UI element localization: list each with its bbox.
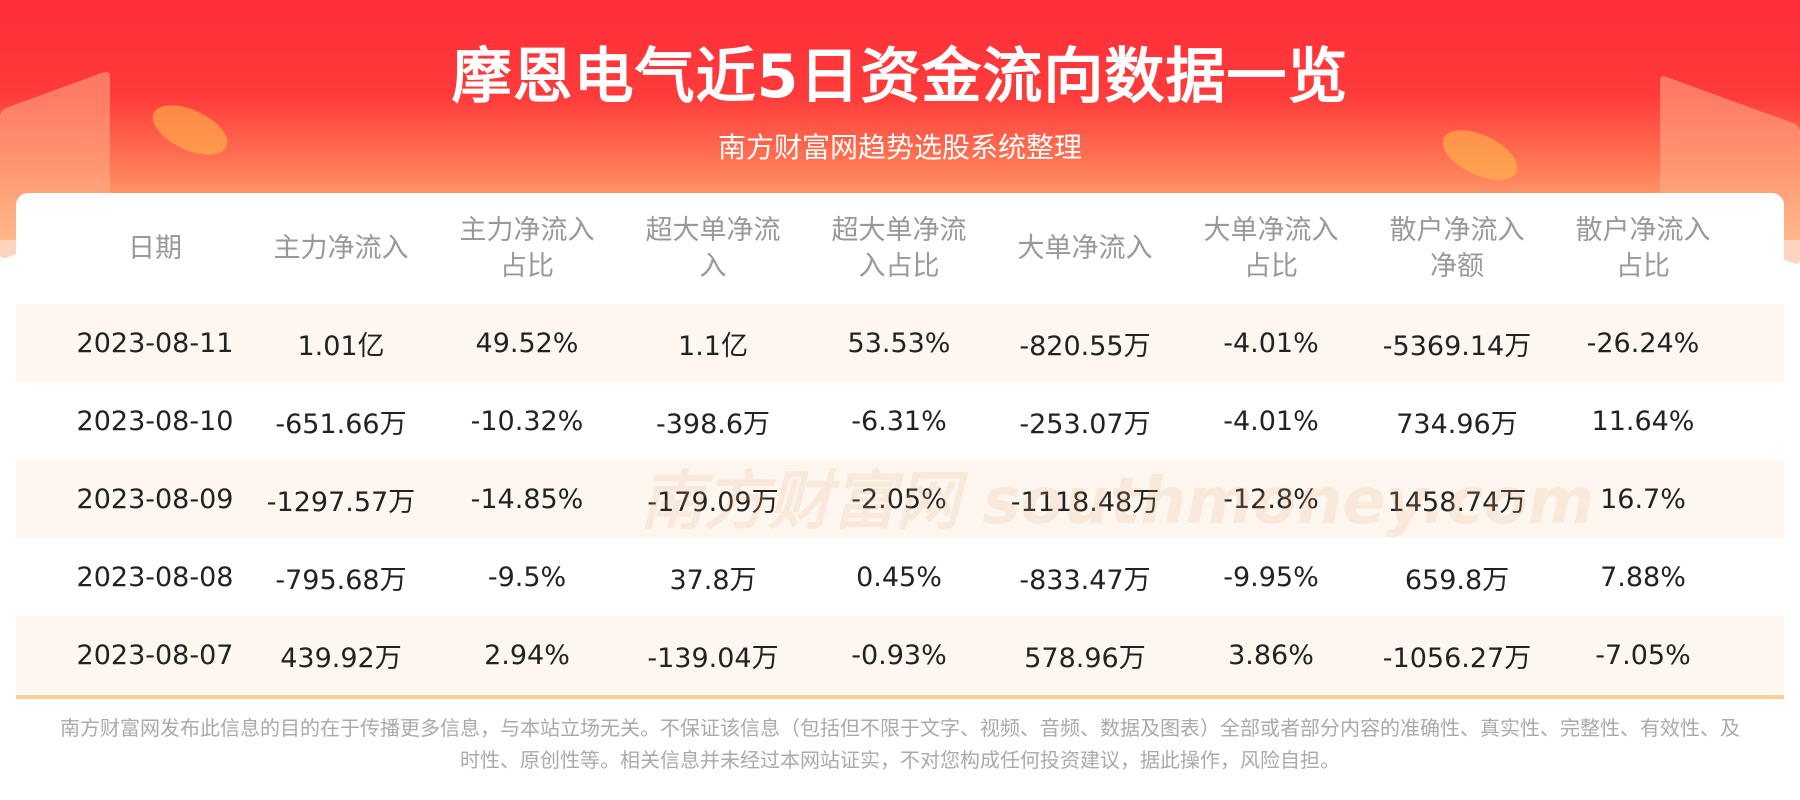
table-cell: -9.95% [1223, 561, 1319, 593]
column-header: 超大单净流 入 [645, 214, 781, 282]
table-row: 2023-08-11 1.01亿 49.52% 1.1亿 53.53% -820.55万 -… [16, 304, 1784, 382]
fund-flow-table: 日期 主力净流入 主力净流入 占比 超大单净流 入超大单净流 入占比 大单净流入 大单净流… [16, 193, 1784, 699]
page-subtitle: 南方财富网趋势选股系统整理 [717, 131, 1082, 164]
disclaimer: 南方财富网发布此信息的目的在于传播更多信息，与本站立场无关。不保证该信息（包括但… [60, 716, 1740, 772]
column-header: 日期 [128, 232, 182, 264]
table-cell: -5369.14万 [1382, 330, 1532, 362]
table-cell: -4.01% [1223, 405, 1319, 437]
table-cell: 0.45% [856, 561, 942, 593]
table-row: 2023-08-09 -1297.57万 -14.85% -179.09万 -2.05%… [16, 460, 1784, 538]
column-header: 主力净流入 [273, 232, 409, 264]
table-row: 2023-08-07 439.92万 2.94% -139.04万 -0.93% 578.… [16, 616, 1784, 694]
table-row: 2023-08-08 -795.68万 -9.5% 37.8万 0.45% -833.47… [16, 538, 1784, 616]
table-cell: -2.05% [851, 483, 947, 515]
column-header: 主力净流入 占比 [459, 214, 595, 282]
table-cell: 734.96万 [1396, 408, 1518, 440]
table-cell: 1.1亿 [678, 330, 748, 362]
table-cell: -1297.57万 [266, 486, 416, 518]
table-cell: 2023-08-08 [76, 561, 234, 593]
table-cell: 49.52% [475, 327, 579, 359]
column-header: 散户净流入 占比 [1575, 214, 1711, 282]
table-cell: 2023-08-07 [76, 639, 234, 671]
page-title: 摩恩电气近5日资金流向数据一览 [451, 42, 1349, 112]
table-cell: 2023-08-09 [76, 483, 234, 515]
table-cell: 11.64% [1591, 405, 1695, 437]
table-cell: -820.55万 [1019, 330, 1151, 362]
table-cell: -26.24% [1586, 327, 1700, 359]
table-cell: -0.93% [851, 639, 947, 671]
table-cell: 7.88% [1600, 561, 1686, 593]
table-cell: 2023-08-10 [76, 405, 234, 437]
column-header: 散户净流入 净额 [1389, 214, 1525, 282]
table-cell: -179.09万 [647, 486, 779, 518]
table-row: 2023-08-10 -651.66万 -10.32% -398.6万 -6.31% -2… [16, 382, 1784, 460]
table-cell: 1.01亿 [297, 330, 385, 362]
table-cell: -9.5% [487, 561, 567, 593]
table-cell: 659.8万 [1404, 564, 1510, 596]
table-cell: -139.04万 [647, 642, 779, 674]
table-cell: 53.53% [847, 327, 951, 359]
table-cell: -1056.27万 [1382, 642, 1532, 674]
table-cell: -833.47万 [1019, 564, 1151, 596]
column-header: 超大单净流 入占比 [831, 214, 967, 282]
table-cell: -14.85% [470, 483, 584, 515]
table-cell: -253.07万 [1019, 408, 1151, 440]
column-header: 大单净流入 [1017, 232, 1153, 264]
table-cell: -12.8% [1223, 483, 1319, 515]
table-cell: 3.86% [1228, 639, 1314, 671]
table-header-row: 日期 主力净流入 主力净流入 占比 超大单净流 入超大单净流 入占比 大单净流入 大单净流… [16, 193, 1784, 304]
table-cell: -6.31% [851, 405, 947, 437]
table-cell: 2023-08-11 [76, 327, 234, 359]
table-cell: -4.01% [1223, 327, 1319, 359]
table-cell: -1118.48万 [1010, 486, 1160, 518]
table-cell: 2.94% [484, 639, 570, 671]
table-cell: -398.6万 [655, 408, 771, 440]
table-cell: -651.66万 [275, 408, 407, 440]
table-cell: -795.68万 [275, 564, 407, 596]
table-cell: 1458.74万 [1387, 486, 1527, 518]
table-cell: -10.32% [470, 405, 584, 437]
table-cell: 578.96万 [1024, 642, 1146, 674]
table-cell: 16.7% [1600, 483, 1686, 515]
table-cell: -7.05% [1595, 639, 1691, 671]
column-header: 大单净流入 占比 [1203, 214, 1339, 282]
table-cell: 439.92万 [280, 642, 402, 674]
table-cell: 37.8万 [669, 564, 757, 596]
